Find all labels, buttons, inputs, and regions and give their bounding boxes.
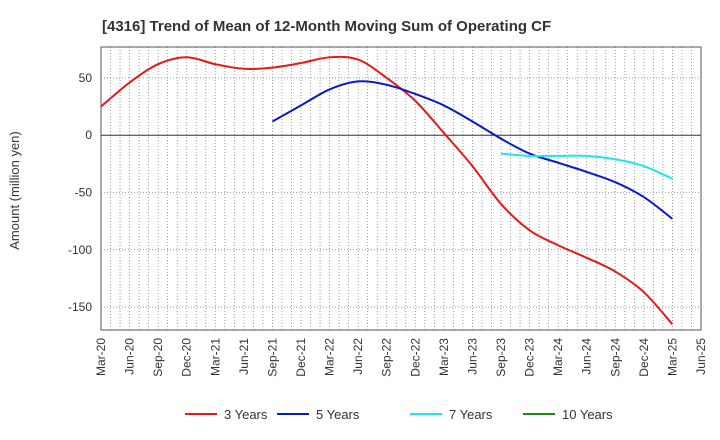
series-line-3-years: [100, 55, 674, 325]
legend-label: 10 Years: [562, 407, 613, 422]
x-tick-label: Jun-20: [123, 338, 137, 375]
plot-border: [100, 46, 702, 331]
x-tick-label: Mar-21: [208, 338, 222, 376]
legend: 3 Years 5 Years 7 Years 10 Years: [185, 407, 613, 422]
x-tick-label: Mar-24: [551, 338, 565, 376]
legend-label: 3 Years: [224, 407, 268, 422]
x-tick-label: Dec-23: [523, 338, 537, 377]
x-tick-label: Sep-24: [608, 338, 622, 377]
chart-title: [4316] Trend of Mean of 12-Month Moving …: [102, 18, 551, 35]
plot-area: [101, 47, 701, 330]
x-tick-label: Sep-22: [380, 338, 394, 377]
y-tick-label: -100: [68, 243, 92, 257]
legend-label: 5 Years: [316, 407, 360, 422]
x-tick-label: Jun-21: [237, 338, 251, 375]
x-tick-label: Mar-25: [665, 338, 679, 376]
x-tick-label: Dec-21: [294, 338, 308, 377]
x-tick-label: Sep-20: [151, 338, 165, 377]
x-tick-label: Jun-24: [580, 338, 594, 375]
series-line-7-years: [500, 152, 673, 180]
x-tick-label: Mar-20: [94, 338, 108, 376]
y-tick-label: 50: [79, 71, 93, 85]
y-axis-title: Amount (million yen): [7, 131, 22, 250]
y-tick-label: 0: [85, 128, 92, 142]
series-line-5-years: [271, 80, 674, 220]
x-tick-label: Dec-20: [180, 338, 194, 377]
x-tick-label: Sep-23: [494, 338, 508, 377]
legend-label: 7 Years: [449, 407, 493, 422]
x-tick-label: Sep-21: [265, 338, 279, 377]
x-tick-label: Mar-23: [437, 338, 451, 376]
y-tick-labels: 50 0 -50 -100 -150: [68, 71, 92, 314]
x-tick-label: Dec-24: [637, 338, 651, 377]
y-tick-label: -50: [75, 186, 93, 200]
x-tick-labels: Mar-20 Jun-20 Sep-20 Dec-20 Mar-21 Jun-21 Sep-…: [94, 338, 708, 377]
x-tick-label: Jun-25: [694, 338, 708, 375]
x-tick-label: Mar-22: [323, 338, 337, 376]
y-tick-label: -150: [68, 300, 92, 314]
x-tick-label: Jun-23: [465, 338, 479, 375]
series-lines: [100, 55, 674, 325]
gridlines: [101, 47, 701, 330]
x-tick-label: Jun-22: [351, 338, 365, 375]
x-tick-label: Dec-22: [408, 338, 422, 377]
